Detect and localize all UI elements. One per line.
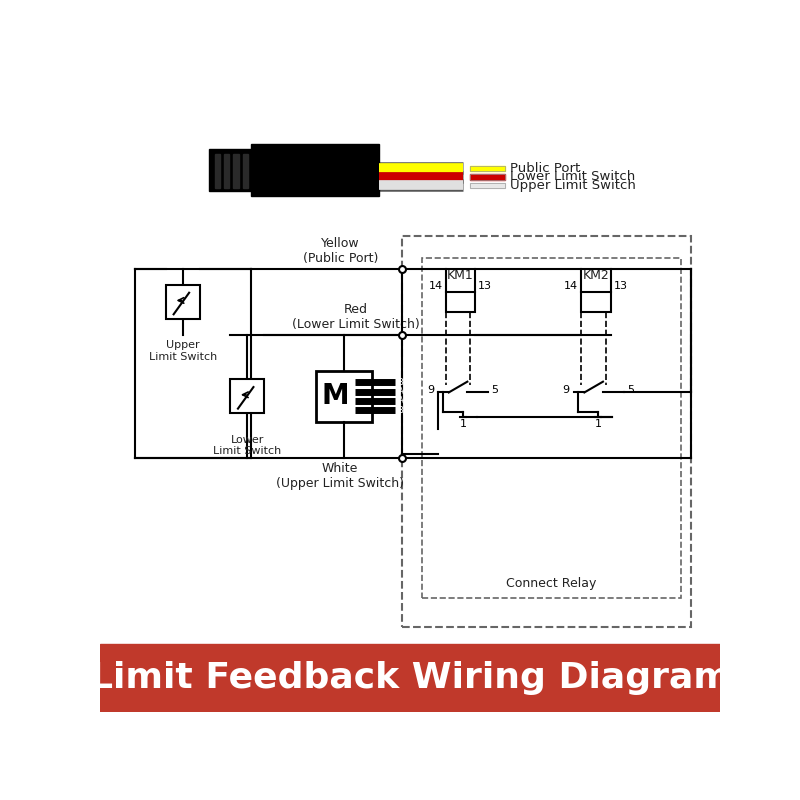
Bar [166,285,200,319]
Bar [422,258,682,598]
Bar [470,174,506,179]
Text: B-: B- [398,378,406,387]
Text: 1: 1 [459,419,466,430]
Text: Yellow
(Public Port): Yellow (Public Port) [302,238,378,266]
Bar [251,144,379,196]
Text: Lower Limit Switch: Lower Limit Switch [510,170,635,183]
Bar [446,292,475,311]
Text: Limit Feedback Wiring Diagram: Limit Feedback Wiring Diagram [90,661,730,695]
Text: 13: 13 [614,281,628,291]
Bar [470,166,506,171]
Text: 14: 14 [564,281,578,291]
Text: Upper
Limit Switch: Upper Limit Switch [149,341,217,362]
Bar [100,644,720,712]
Text: Red
(Lower Limit Switch): Red (Lower Limit Switch) [292,303,420,331]
Text: 13: 13 [478,281,492,291]
Bar [470,182,506,188]
Bar [470,182,506,188]
Bar [582,292,610,311]
Text: B+: B+ [398,406,410,414]
Text: 5: 5 [627,385,634,395]
Text: 1: 1 [595,419,602,430]
Text: A+: A+ [398,387,410,396]
Text: Connect Relay: Connect Relay [506,578,596,590]
Text: KM2: KM2 [582,269,610,282]
Text: 5: 5 [491,385,498,395]
Text: 9: 9 [562,385,570,395]
Text: 14: 14 [429,281,442,291]
Bar [224,154,230,188]
Bar [402,236,690,627]
Text: Lower
Limit Switch: Lower Limit Switch [213,435,282,456]
Bar [470,174,506,179]
Bar [209,149,251,190]
Text: White
(Upper Limit Switch): White (Upper Limit Switch) [276,462,404,490]
Text: Public Port: Public Port [510,162,580,175]
Bar [316,371,372,422]
Text: M: M [322,382,350,410]
Bar [214,154,220,188]
Bar [242,154,248,188]
Bar [234,154,238,188]
Text: Upper Limit Switch: Upper Limit Switch [510,179,636,192]
Bar [470,166,506,171]
Bar [230,379,264,414]
Text: 9: 9 [427,385,434,395]
Text: A-: A- [398,397,406,406]
Text: KM1: KM1 [447,269,474,282]
